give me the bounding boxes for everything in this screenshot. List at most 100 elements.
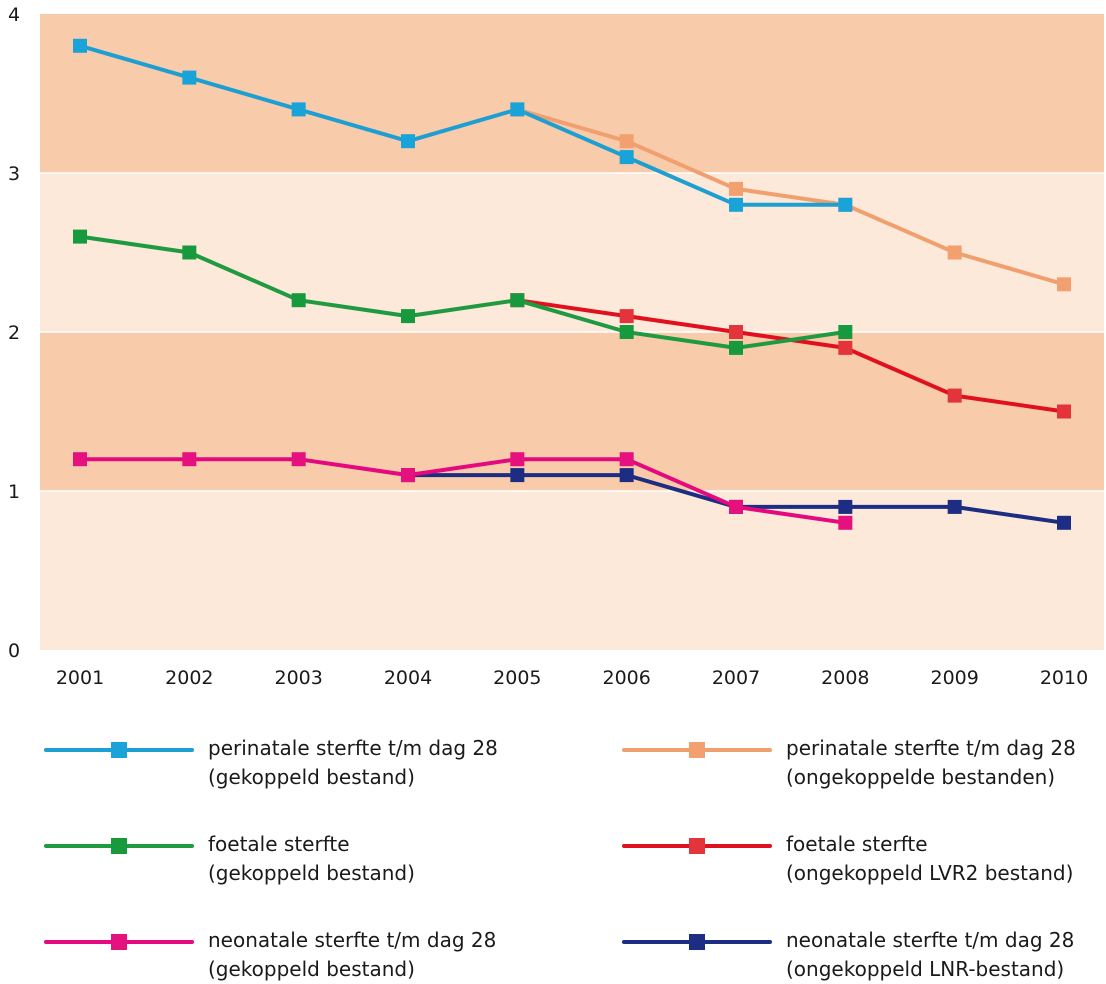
legend-swatch [622, 734, 772, 764]
series-line-s5 [78, 457, 848, 525]
legend-label-line1: perinatale sterfte t/m dag 28 [208, 736, 498, 760]
y-tick-label: 3 [8, 163, 20, 185]
y-tick-label: 2 [8, 322, 20, 344]
legend-label-line1: perinatale sterfte t/m dag 28 [786, 736, 1076, 760]
legend-marker [111, 742, 127, 758]
legend-item-fetal-unlinked: foetale sterfte (ongekoppeld LVR2 bestan… [622, 830, 1073, 888]
legend-label-line1: foetale sterfte [786, 832, 928, 856]
data-point-s1 [619, 150, 634, 165]
data-point-s6 [619, 468, 634, 483]
x-tick-label: 2004 [384, 667, 432, 689]
x-tick-label: 2008 [821, 667, 869, 689]
series-markers [73, 38, 1071, 530]
data-point-s2 [1057, 277, 1071, 292]
series-line-s3 [78, 234, 848, 350]
data-point-s3 [182, 245, 197, 260]
legend-item-perinatal-unlinked: perinatale sterfte t/m dag 28 (ongekoppe… [622, 734, 1076, 792]
legend-marker [689, 838, 705, 854]
data-point-s2 [619, 134, 634, 149]
band [40, 491, 1104, 650]
legend-item-fetal-linked: foetale sterfte (gekoppeld bestand) [44, 830, 415, 888]
series-line-s1 [78, 43, 848, 207]
legend: perinatale sterfte t/m dag 28 (gekoppeld… [0, 720, 1106, 984]
data-point-s1 [838, 197, 853, 212]
data-point-s2 [729, 181, 743, 196]
y-tick-label: 0 [8, 640, 20, 662]
data-point-s5 [182, 452, 197, 467]
data-point-s3 [838, 325, 853, 339]
data-point-s3 [619, 325, 634, 339]
legend-label: perinatale sterfte t/m dag 28 (gekoppeld… [208, 734, 498, 792]
background-bands [40, 14, 1104, 650]
x-tick-label: 2006 [602, 667, 650, 689]
x-tick-label: 2005 [493, 667, 541, 689]
legend-swatch [622, 830, 772, 860]
data-point-s1 [73, 38, 87, 53]
x-tick-label: 2002 [165, 667, 213, 689]
legend-marker [689, 742, 705, 758]
x-axis-ticks: 2001 2002 2003 2004 2005 2006 2007 2008 2009 2010 [56, 667, 1088, 689]
data-point-s4 [619, 309, 634, 324]
legend-label: neonatale sterfte t/m dag 28 (gekoppeld … [208, 926, 496, 984]
legend-label-line2: (ongekoppeld LNR-bestand) [786, 957, 1065, 981]
data-point-s4 [838, 340, 853, 355]
legend-label: foetale sterfte (ongekoppeld LVR2 bestan… [786, 830, 1073, 888]
data-point-s5 [838, 515, 853, 530]
data-point-s4 [947, 388, 962, 403]
legend-swatch [44, 734, 194, 764]
legend-swatch [44, 830, 194, 860]
data-point-s5 [729, 499, 743, 514]
data-point-s1 [401, 134, 415, 149]
legend-label-line2: (gekoppeld bestand) [208, 957, 415, 981]
series-line-s2 [515, 107, 1066, 287]
band [40, 14, 1104, 173]
data-point-s6 [838, 499, 853, 514]
data-point-s3 [510, 293, 525, 308]
data-point-s4 [729, 325, 743, 339]
legend-label-line2: (ongekoppelde bestanden) [786, 765, 1056, 789]
data-point-s3 [729, 340, 743, 355]
band [40, 173, 1104, 332]
data-point-s5 [510, 452, 525, 467]
data-point-s6 [1057, 515, 1071, 530]
legend-label-line2: (gekoppeld bestand) [208, 861, 415, 885]
data-point-s6 [947, 499, 962, 514]
x-tick-label: 2003 [274, 667, 322, 689]
x-tick-label: 2009 [930, 667, 978, 689]
data-point-s5 [291, 452, 306, 467]
data-point-s5 [401, 468, 415, 483]
band [40, 332, 1104, 491]
legend-swatch [44, 926, 194, 956]
legend-label-line1: neonatale sterfte t/m dag 28 [786, 928, 1075, 952]
legend-marker [689, 934, 705, 950]
data-point-s2 [947, 245, 962, 260]
data-point-s1 [291, 102, 306, 117]
x-tick-label: 2010 [1040, 667, 1088, 689]
y-tick-label: 4 [8, 4, 20, 26]
data-point-s5 [619, 452, 634, 467]
x-tick-label: 2001 [56, 667, 104, 689]
data-point-s3 [401, 309, 415, 324]
legend-item-neonatal-linked: neonatale sterfte t/m dag 28 (gekoppeld … [44, 926, 496, 984]
legend-item-neonatal-unlinked: neonatale sterfte t/m dag 28 (ongekoppel… [622, 926, 1074, 984]
data-point-s6 [510, 468, 525, 483]
y-tick-label: 1 [8, 481, 20, 503]
legend-label-line1: neonatale sterfte t/m dag 28 [208, 928, 497, 952]
data-point-s1 [182, 70, 197, 85]
data-point-s1 [510, 102, 525, 117]
legend-label: foetale sterfte (gekoppeld bestand) [208, 830, 415, 888]
legend-swatch [622, 926, 772, 956]
legend-label-line2: (gekoppeld bestand) [208, 765, 415, 789]
x-tick-label: 2007 [712, 667, 760, 689]
data-point-s3 [291, 293, 306, 308]
legend-label-line1: foetale sterfte [208, 832, 350, 856]
data-point-s5 [73, 452, 87, 467]
data-point-s3 [73, 229, 87, 244]
legend-marker [111, 838, 127, 854]
legend-label: perinatale sterfte t/m dag 28 (ongekoppe… [786, 734, 1076, 792]
legend-label: neonatale sterfte t/m dag 28 (ongekoppel… [786, 926, 1074, 984]
data-point-s4 [1057, 404, 1071, 419]
legend-marker [111, 934, 127, 950]
legend-item-perinatal-linked: perinatale sterfte t/m dag 28 (gekoppeld… [44, 734, 498, 792]
